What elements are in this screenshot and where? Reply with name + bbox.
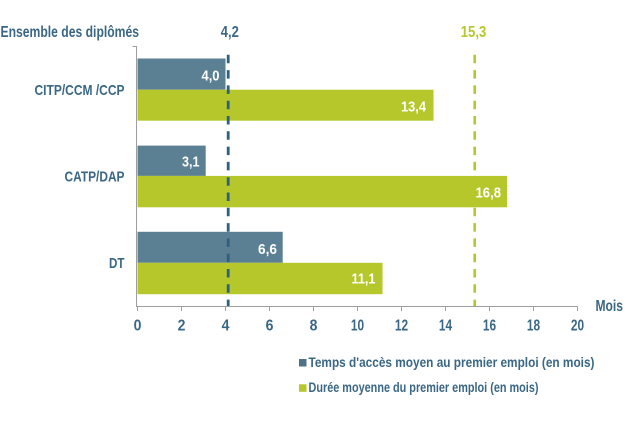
svg-text:Durée moyenne du premier emplo: Durée moyenne du premier emploi (en mois… [309,380,539,395]
svg-text:4,2: 4,2 [221,24,239,41]
svg-text:CATP/DAP: CATP/DAP [65,169,125,186]
svg-text:16: 16 [483,318,496,335]
svg-text:6,6: 6,6 [258,241,277,258]
svg-text:0: 0 [134,318,142,335]
svg-text:DT: DT [109,255,125,272]
svg-text:3,1: 3,1 [182,153,200,170]
svg-text:Mois: Mois [596,298,624,315]
svg-text:13,4: 13,4 [401,98,427,115]
svg-text:4: 4 [222,318,230,335]
svg-text:11,1: 11,1 [352,271,376,288]
svg-text:CITP/CCM /CCP: CITP/CCM /CCP [35,82,125,99]
svg-text:Ensemble des diplômés: Ensemble des diplômés [1,24,140,41]
svg-text:10: 10 [351,318,364,335]
svg-text:15,3: 15,3 [461,24,487,41]
svg-text:Temps d'accès moyen au premier: Temps d'accès moyen au premier emploi (e… [309,355,595,370]
svg-text:12: 12 [395,318,408,335]
svg-text:8: 8 [310,318,318,335]
svg-text:6: 6 [266,318,274,335]
svg-text:14: 14 [439,318,452,335]
svg-text:4,0: 4,0 [202,68,220,85]
svg-text:16,8: 16,8 [476,185,502,202]
svg-text:20: 20 [571,318,584,335]
svg-text:18: 18 [527,318,540,335]
svg-text:2: 2 [178,318,186,335]
